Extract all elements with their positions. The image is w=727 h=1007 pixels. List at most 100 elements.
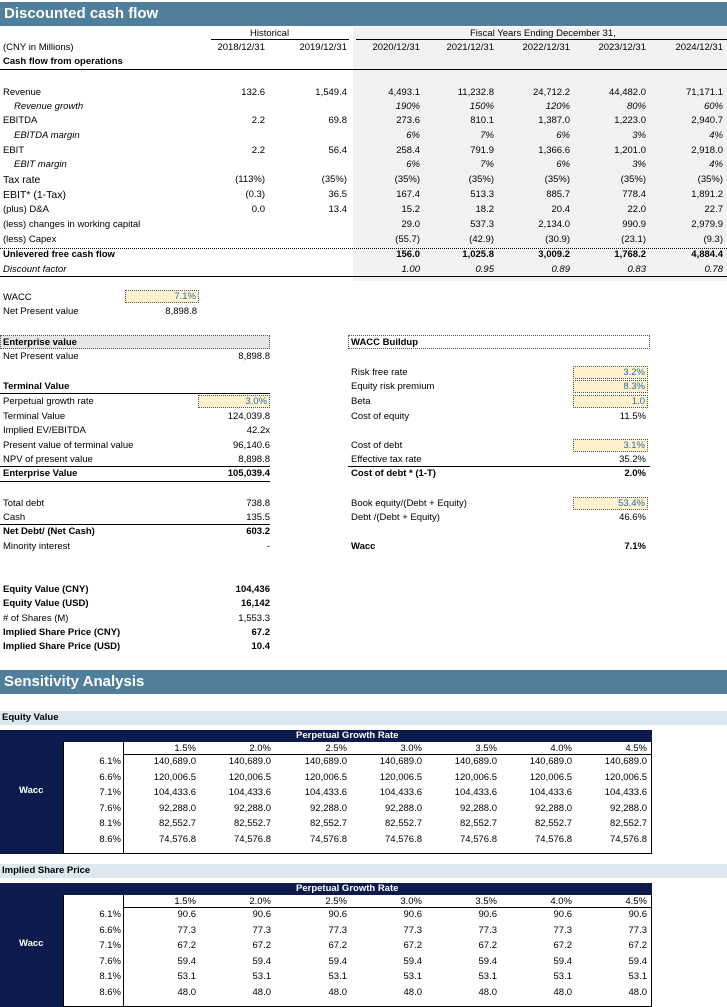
wacc-axis-bar xyxy=(0,730,63,854)
wacc-row-header: 6.6% xyxy=(99,771,121,783)
fiscal-underline xyxy=(356,39,727,40)
dcf-cell: 36.5 xyxy=(328,189,348,200)
grid-cell: 82,552.7 xyxy=(159,818,196,830)
grid-cell: 53.1 xyxy=(553,971,573,983)
grid-cell: 59.4 xyxy=(478,955,498,967)
dcf-cell: 29.0 xyxy=(401,219,421,230)
fiscal-label: Fiscal Years Ending December 31, xyxy=(470,28,616,39)
dcf-row-label: EBIT xyxy=(3,145,25,156)
growth-rate-header: 3.0% xyxy=(400,896,422,907)
year-header: 2023/12/31 xyxy=(598,42,646,53)
grid-cell: 82,552.7 xyxy=(610,818,647,830)
grid-cell: 140,689.0 xyxy=(228,756,271,767)
tv-label: Terminal Value xyxy=(3,411,66,422)
grid-cell: 104,433.6 xyxy=(379,787,422,799)
grid-col-rule xyxy=(123,742,124,854)
grid-cell: 90.6 xyxy=(478,909,498,920)
grid-cell: 48.0 xyxy=(478,987,498,998)
dcf-cell: 132.6 xyxy=(241,87,265,98)
eq-cny-value: 104,436 xyxy=(235,584,270,595)
dcf-cell: (9.3) xyxy=(703,234,723,245)
netdebt-rule xyxy=(0,524,270,525)
growth-rate-header: 1.5% xyxy=(174,743,196,754)
year-header: 2019/12/31 xyxy=(299,42,347,53)
dcf-cell: 2.2 xyxy=(251,145,265,156)
dcf-cell: (35%) xyxy=(697,174,723,185)
growth-rate-header: 4.5% xyxy=(625,743,647,754)
debt-value: 738.8 xyxy=(246,498,270,509)
dcf-row-label: Tax rate xyxy=(3,174,41,186)
grid-cell: 74,576.8 xyxy=(159,834,196,845)
grid-cell: 48.0 xyxy=(328,987,348,998)
grid-cell: 120,006.5 xyxy=(153,771,196,783)
dcf-title: Discounted cash flow xyxy=(4,5,159,22)
wacc-row-header: 8.6% xyxy=(99,834,121,845)
grid-cell: 67.2 xyxy=(478,940,498,952)
dcf-row-label: EBITDA margin xyxy=(14,130,80,141)
dcf-cell: 810.1 xyxy=(470,115,494,126)
coe-label: Cost of equity xyxy=(351,411,410,422)
dcf-cell: 3% xyxy=(632,159,646,170)
beta-input[interactable]: 1.0 xyxy=(573,395,648,408)
dcf-row-label: (less) Capex xyxy=(3,234,57,245)
dcf-cell: 1,025.8 xyxy=(462,249,494,260)
dcf-cell: 6% xyxy=(406,130,420,141)
grid-cell: 48.0 xyxy=(177,987,197,998)
price-subhead: Implied Share Price xyxy=(0,864,727,878)
grid-cell: 59.4 xyxy=(177,955,197,967)
dcf-cell: (35%) xyxy=(544,174,570,185)
grid-cell: 82,552.7 xyxy=(310,818,347,830)
grid-cell: 77.3 xyxy=(478,924,498,936)
ev-ebitda-value: 42.2x xyxy=(246,425,270,436)
grid-cell: 53.1 xyxy=(403,971,423,983)
cod-input[interactable]: 3.1% xyxy=(573,439,648,452)
growth-axis-bar xyxy=(63,883,652,895)
ev-value: 105,039.4 xyxy=(227,468,270,479)
grid-cell: 104,433.6 xyxy=(153,787,196,799)
pv-tv-value: 96,140.6 xyxy=(233,440,270,451)
be-input[interactable]: 53.4% xyxy=(573,497,648,510)
pgr-input[interactable]: 3.0% xyxy=(198,395,270,408)
ev-bottom-rule xyxy=(0,481,270,482)
dcf-cell: 1,387.0 xyxy=(538,115,570,126)
wacc-input[interactable]: 7.1% xyxy=(125,290,199,303)
dcf-row-label: Unlevered free cash flow xyxy=(3,249,115,260)
grid-cell: 67.2 xyxy=(553,940,573,952)
grid-cell: 90.6 xyxy=(553,909,573,920)
grid-cell: 74,576.8 xyxy=(610,834,647,845)
grid-cell: 77.3 xyxy=(628,924,648,936)
erp-input[interactable]: 8.3% xyxy=(573,380,648,393)
dcf-cell: 1.00 xyxy=(401,264,421,275)
wacc-row-header: 6.1% xyxy=(99,909,121,920)
grid-cell: 120,006.5 xyxy=(529,771,572,783)
grid-cell: 67.2 xyxy=(328,940,348,952)
dcf-cell: 0.78 xyxy=(704,264,724,275)
wacc-section-header: WACC Buildup xyxy=(348,335,650,349)
wacc-label: WACC xyxy=(3,292,32,303)
growth-axis-label: Perpetual Growth Rate xyxy=(296,730,399,741)
dcf-row-label: (less) changes in working capital xyxy=(3,219,141,230)
grid-cell: 120,006.5 xyxy=(304,771,347,783)
ev-section-header: Enterprise value xyxy=(0,335,270,349)
grid-cell: 120,006.5 xyxy=(454,771,497,783)
grid-cell: 82,552.7 xyxy=(234,818,271,830)
dcf-cell: (35%) xyxy=(620,174,646,185)
price-title: Implied Share Price xyxy=(2,865,91,876)
grid-frame xyxy=(63,742,652,854)
dcf-cell: 190% xyxy=(395,101,420,112)
dcf-row-label: Discount factor xyxy=(3,264,67,275)
rf-label: Risk free rate xyxy=(351,367,408,378)
grid-cell: 120,006.5 xyxy=(379,771,422,783)
dcf-cell: 791.9 xyxy=(470,145,494,156)
dcf-cell: 18.2 xyxy=(475,204,495,215)
growth-axis-label: Perpetual Growth Rate xyxy=(296,883,399,894)
grid-cell: 140,689.0 xyxy=(304,756,347,767)
rf-input[interactable]: 3.2% xyxy=(573,366,648,379)
dcf-cell: 7% xyxy=(480,130,494,141)
erp-label: Equity risk premium xyxy=(351,381,435,392)
growth-rate-header: 4.0% xyxy=(550,896,572,907)
dcf-cell: 20.4 xyxy=(551,204,571,215)
grid-cell: 67.2 xyxy=(403,940,423,952)
npv-pv-value: 8,898.8 xyxy=(238,454,270,465)
dcf-cell: 258.4 xyxy=(396,145,420,156)
